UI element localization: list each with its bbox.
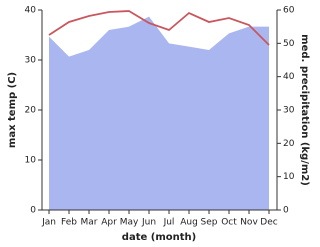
y2-tick-label: 60 [283,6,295,16]
y-tick-label: 20 [25,106,37,116]
y2-tick-label: 20 [283,139,295,149]
x-tick-label: Dec [260,218,277,228]
temperature-line [48,10,270,46]
y-axis-label: max temp (C) [7,72,18,148]
x-axis-label: date (month) [122,232,196,243]
y-tick-label: 40 [25,6,37,16]
x-tick-label: Aug [180,218,198,228]
y2-tick-label: 0 [283,206,289,216]
y2-axis-label: med. precipitation (kg/m2) [299,34,310,186]
y-tick-label: 0 [30,206,36,216]
precipitation-area [49,16,269,210]
x-tick-label: Mar [81,218,98,228]
x-tick-label: Oct [221,218,237,228]
x-tick-label: May [120,218,139,228]
x-tick-label: Apr [101,218,117,228]
y2-tick-label: 50 [283,39,295,49]
y2-tick-label: 30 [283,106,295,116]
y-tick-label: 30 [25,56,37,66]
x-tick-label: Jun [141,218,156,228]
x-tick-label: Jul [163,218,175,228]
x-tick-label: Sep [201,218,218,228]
y2-tick-label: 10 [283,172,295,182]
x-tick-label: Jan [41,218,56,228]
x-tick-label: Feb [61,218,77,228]
y2-tick-label: 40 [283,72,295,82]
y-tick-label: 10 [25,156,37,166]
x-tick-label: Nov [240,218,258,228]
